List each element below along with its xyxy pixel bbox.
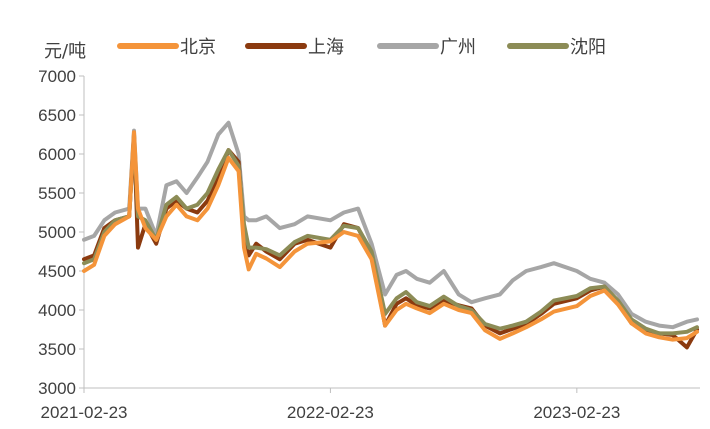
y-tick-label: 3500	[38, 340, 76, 359]
y-axis-unit-label: 元/吨	[44, 41, 86, 62]
series-group	[82, 120, 699, 350]
y-tick-label: 3000	[38, 379, 76, 398]
series-line-3	[82, 134, 699, 336]
x-tick-label: 2023-02-23	[533, 403, 620, 422]
y-tick-label: 6500	[38, 106, 76, 125]
y-tick-label: 5000	[38, 223, 76, 242]
legend-label: 广州	[440, 37, 476, 58]
legend-label: 北京	[180, 37, 216, 58]
y-tick-label: 5500	[38, 184, 76, 203]
x-axis: 2021-02-23 2022-02-23 2023-02-23	[41, 387, 700, 422]
y-tick-label: 4500	[38, 262, 76, 281]
y-tick-label: 7000	[38, 67, 76, 86]
legend: 北京 上海 广州 沈阳	[117, 37, 606, 58]
series-line-0	[82, 130, 699, 342]
x-tick-label: 2021-02-23	[41, 403, 128, 422]
legend-label: 上海	[308, 37, 344, 58]
legend-label: 沈阳	[570, 37, 606, 58]
y-tick-label: 6000	[38, 145, 76, 164]
y-axis: 3000 3500 4000 4500 5000 5500 6000 6500 7000	[38, 67, 85, 398]
series-line-2	[82, 120, 699, 330]
x-tick-label: 2022-02-23	[287, 403, 374, 422]
y-tick-label: 4000	[38, 301, 76, 320]
